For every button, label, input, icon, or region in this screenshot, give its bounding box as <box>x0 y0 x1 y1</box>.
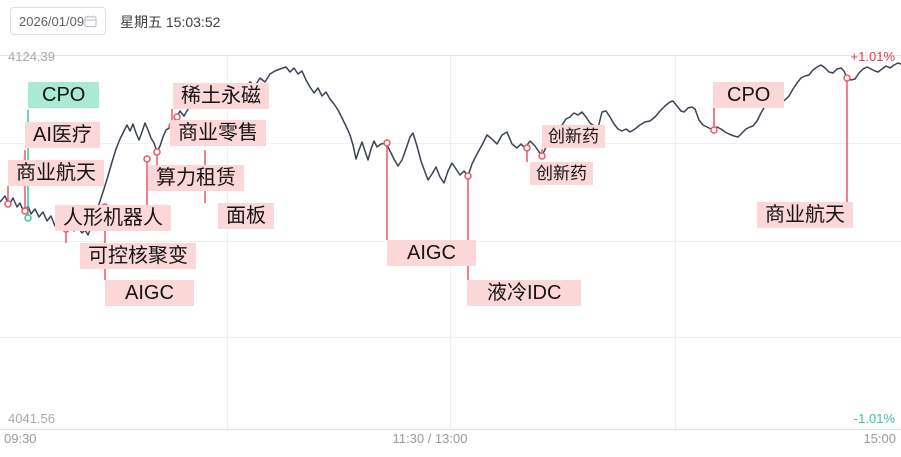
event-label[interactable]: 商业航天 <box>8 160 104 186</box>
x-axis-close: 15:00 <box>863 431 896 446</box>
event-label[interactable]: 创新药 <box>530 162 593 185</box>
date-input[interactable]: 2026/01/09 <box>10 7 106 35</box>
weekday-time: 星期五 15:03:52 <box>120 14 221 30</box>
date-value: 2026/01/09 <box>19 13 85 29</box>
pct-max: +1.01% <box>850 49 895 64</box>
event-dot <box>523 144 531 152</box>
calendar-icon[interactable] <box>84 14 97 28</box>
event-label[interactable]: CPO <box>713 82 785 108</box>
event-label[interactable]: 面板 <box>218 203 274 229</box>
x-axis-noon: 11:30 / 13:00 <box>392 431 468 446</box>
event-dot <box>4 200 12 208</box>
event-label[interactable]: 算力租赁 <box>148 165 244 191</box>
event-label[interactable]: AI医疗 <box>25 122 100 148</box>
event-dot <box>710 126 718 134</box>
index-line <box>0 62 901 236</box>
event-label[interactable]: 商业航天 <box>757 202 853 228</box>
gridline-v3 <box>675 55 676 429</box>
event-label[interactable]: 液冷IDC <box>467 280 582 306</box>
event-dot <box>153 148 161 156</box>
event-label[interactable]: 商业零售 <box>170 120 266 146</box>
event-label[interactable]: AIGC <box>387 240 476 266</box>
event-dot <box>843 74 851 82</box>
y-axis-max: 4124.39 <box>8 49 55 64</box>
event-dot <box>143 155 151 163</box>
x-axis-open: 09:30 <box>4 431 37 446</box>
event-label[interactable]: 人形机器人 <box>55 205 171 231</box>
event-label[interactable]: AIGC <box>105 280 194 306</box>
event-dot <box>464 172 472 180</box>
event-dot <box>538 152 546 160</box>
grid-bottom-border <box>0 429 901 430</box>
event-dot <box>383 139 391 147</box>
pct-min: -1.01% <box>853 411 895 426</box>
y-axis-min: 4041.56 <box>8 411 55 426</box>
event-label[interactable]: CPO <box>28 82 100 108</box>
event-label[interactable]: 创新药 <box>542 125 605 148</box>
gridline-v1 <box>227 55 228 429</box>
event-label[interactable]: 稀土永磁 <box>173 83 269 109</box>
event-label[interactable]: 可控核聚变 <box>80 243 196 269</box>
event-dot <box>24 214 32 222</box>
event-dot <box>21 207 29 215</box>
